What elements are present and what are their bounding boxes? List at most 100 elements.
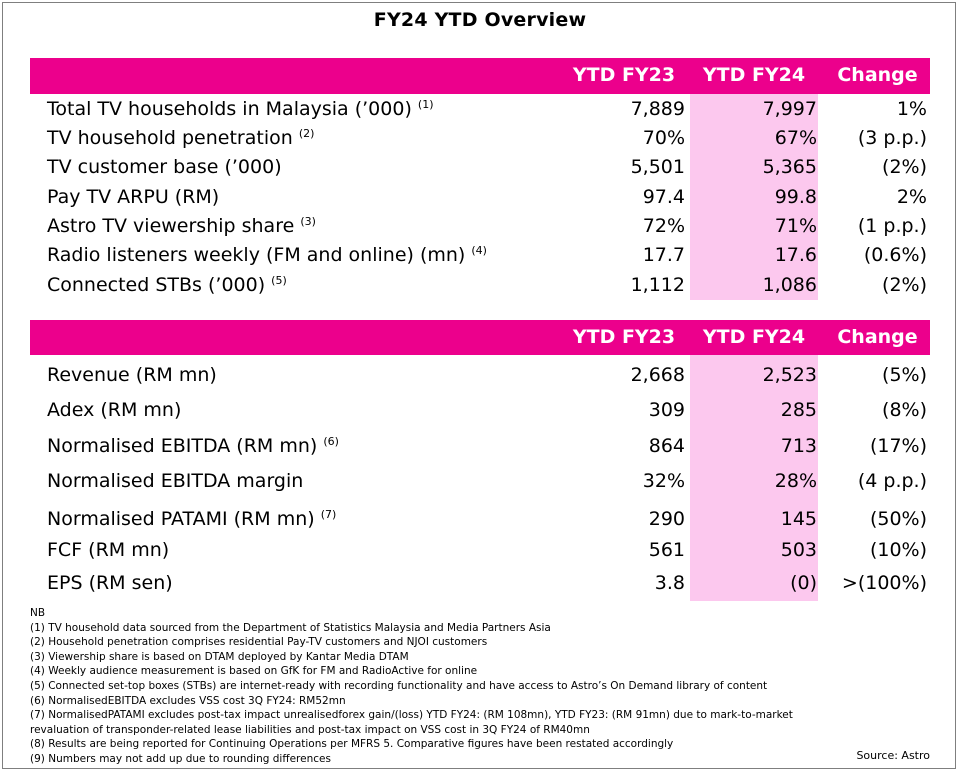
value-change: 2% <box>896 186 927 208</box>
table-row: Adex (RM mn) 309 285 (8%) <box>30 396 930 425</box>
row-label: Connected STBs (’000) (5) <box>47 271 287 300</box>
row-label: Revenue (RM mn) <box>47 361 217 390</box>
table-row: TV household penetration (2) 70% 67% (3 p.p… <box>30 124 930 153</box>
footnote-line: (8) Results are being reported for Conti… <box>30 738 674 751</box>
value-change: (1 p.p.) <box>857 215 927 237</box>
row-label-text: FCF (RM mn) <box>47 539 170 561</box>
value-change: >(100%) <box>841 572 927 594</box>
value-fy23: 97.4 <box>642 186 685 208</box>
footnote-ref: (1) <box>417 98 434 111</box>
table2-fy24-highlight <box>690 355 818 601</box>
footnote-line: (7) NormalisedPATAMI excludes post-tax i… <box>30 709 793 722</box>
table2-header: YTD FY23 YTD FY24 Change <box>30 320 930 355</box>
row-label-text: Adex (RM mn) <box>47 399 182 421</box>
value-change: (2%) <box>882 156 927 178</box>
table2-header-change: Change <box>837 326 918 348</box>
footnote-line: (1) TV household data sourced from the D… <box>30 621 551 634</box>
footnote-ref: (4) <box>471 244 487 257</box>
row-label-text: Pay TV ARPU (RM) <box>47 186 220 208</box>
row-label: Adex (RM mn) <box>47 396 181 425</box>
row-label: Astro TV viewership share (3) <box>47 212 316 241</box>
row-label-text: Connected STBs (’000) <box>47 274 266 296</box>
footnote-line: (3) Viewership share is based on DTAM de… <box>30 650 409 663</box>
row-label: Total TV households in Malaysia (’000) (… <box>47 95 434 124</box>
row-label: EPS (RM sen) <box>47 569 173 598</box>
source-credit: Source: Astro <box>856 749 930 762</box>
table-row: Pay TV ARPU (RM) 97.4 99.8 2% <box>30 183 930 212</box>
table-row: Normalised PATAMI (RM mn) (7) 290 145 (50%) <box>30 505 930 534</box>
footnote-line: (5) Connected set-top boxes (STBs) are i… <box>30 679 768 692</box>
value-fy24: 99.8 <box>774 186 817 208</box>
row-label-text: Normalised PATAMI (RM mn) <box>47 508 315 530</box>
page-title: FY24 YTD Overview <box>373 9 587 31</box>
value-fy23: 7,889 <box>630 98 685 120</box>
row-label: TV household penetration (2) <box>47 124 314 153</box>
value-fy24: 285 <box>780 399 817 421</box>
value-change: 1% <box>896 98 927 120</box>
value-change: (3 p.p.) <box>857 127 927 149</box>
row-label: Normalised EBITDA margin <box>47 467 303 496</box>
row-label: FCF (RM mn) <box>47 536 169 565</box>
footnote-line: (6) NormalisedEBITDA excludes VSS cost 3… <box>30 694 346 707</box>
value-fy23: 309 <box>648 399 685 421</box>
value-fy23: 1,112 <box>630 274 685 296</box>
row-label-text: Normalised EBITDA margin <box>47 470 304 492</box>
value-fy24: 713 <box>780 435 817 457</box>
value-fy24: 67% <box>774 127 817 149</box>
value-change: (5%) <box>882 364 927 386</box>
row-label-text: Total TV households in Malaysia (’000) <box>47 98 412 120</box>
table1-fy24-highlight <box>690 94 818 300</box>
value-fy24: 1,086 <box>762 274 817 296</box>
value-fy24: 17.6 <box>774 244 817 266</box>
value-fy23: 17.7 <box>642 244 685 266</box>
table-row: Revenue (RM mn) 2,668 2,523 (5%) <box>30 361 930 390</box>
table-row: Total TV households in Malaysia (’000) (… <box>30 95 930 124</box>
table-row: Radio listeners weekly (FM and online) (… <box>30 241 930 270</box>
row-label: Normalised EBITDA (RM mn) (6) <box>47 432 339 461</box>
footnote-ref: (6) <box>323 435 339 448</box>
value-fy24: (0) <box>790 572 817 594</box>
value-change: (17%) <box>869 435 927 457</box>
table-row: TV customer base (’000) 5,501 5,365 (2%) <box>30 153 930 182</box>
value-change: (10%) <box>869 539 927 561</box>
row-label-text: TV household penetration <box>47 127 293 149</box>
row-label-text: Radio listeners weekly (FM and online) (… <box>47 244 466 266</box>
footnote-line: (9) Numbers may not add up due to roundi… <box>30 752 331 765</box>
value-fy23: 3.8 <box>654 572 685 594</box>
row-label-text: Astro TV viewership share <box>47 215 295 237</box>
value-fy24: 28% <box>774 470 817 492</box>
table-row: Astro TV viewership share (3) 72% 71% (1 p.… <box>30 212 930 241</box>
table2-header-fy23: YTD FY23 <box>572 326 676 348</box>
value-change: (2%) <box>882 274 927 296</box>
row-label: TV customer base (’000) <box>47 153 282 182</box>
footnote-line: NB <box>30 607 46 619</box>
value-fy24: 71% <box>774 215 817 237</box>
row-label: Radio listeners weekly (FM and online) (… <box>47 241 487 270</box>
value-change: (50%) <box>869 508 927 530</box>
row-label: Pay TV ARPU (RM) <box>47 183 219 212</box>
table-row: FCF (RM mn) 561 503 (10%) <box>30 536 930 565</box>
row-label: Normalised PATAMI (RM mn) (7) <box>47 505 336 534</box>
row-label-text: Revenue (RM mn) <box>47 364 217 386</box>
value-fy23: 290 <box>648 508 685 530</box>
value-change: (4 p.p.) <box>857 470 927 492</box>
footnote-line: (4) Weekly audience measurement is based… <box>30 665 478 678</box>
value-fy23: 72% <box>642 215 685 237</box>
value-change: (8%) <box>882 399 927 421</box>
value-fy23: 2,668 <box>630 364 685 386</box>
table1-header-fy23: YTD FY23 <box>572 64 676 86</box>
table1-header: YTD FY23 YTD FY24 Change <box>30 58 930 94</box>
row-label-text: EPS (RM sen) <box>47 572 173 594</box>
row-label-text: Normalised EBITDA (RM mn) <box>47 435 318 457</box>
footnote-ref: (7) <box>320 508 337 521</box>
footnote-ref: (2) <box>298 127 315 140</box>
value-fy23: 70% <box>642 127 685 149</box>
table-row: Normalised EBITDA (RM mn) (6) 864 713 (17%) <box>30 432 930 461</box>
value-change: (0.6%) <box>863 244 927 266</box>
table-row: Normalised EBITDA margin 32% 28% (4 p.p.) <box>30 467 930 496</box>
table1-header-fy24: YTD FY24 <box>702 64 806 86</box>
footnotes: NB (1) TV household data sourced from the… <box>30 606 930 767</box>
footnote-line: revaluation of transponder-related lease… <box>30 723 590 736</box>
table2-header-fy24: YTD FY24 <box>702 326 806 348</box>
